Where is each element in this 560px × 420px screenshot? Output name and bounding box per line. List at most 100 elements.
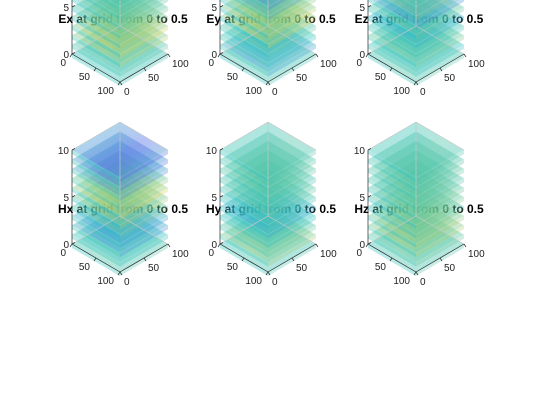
slice-edge-left (72, 206, 120, 239)
y-tick-mark (291, 67, 295, 72)
slice-edge-right (416, 25, 464, 58)
z-tick-mark (367, 242, 372, 245)
z-tick-label: 5 (63, 193, 69, 204)
slice-edge-right (268, 178, 316, 211)
slice-edge-left (368, 215, 416, 248)
x-tick-mark (217, 53, 221, 58)
x-tick-label: 0 (356, 58, 362, 69)
slice-edge-right (120, 187, 168, 220)
y-tick-label: 50 (296, 73, 308, 84)
y-tick-label: 50 (148, 73, 160, 84)
z-tick-label: 10 (206, 146, 218, 157)
slice-edge-right (120, 225, 168, 258)
x-tick-label: 50 (227, 262, 239, 273)
x-tick-mark (413, 81, 417, 86)
y-tick-label: 0 (124, 87, 130, 98)
box-edge (367, 121, 465, 151)
z-tick-mark (367, 5, 372, 8)
slice-edge-left (72, 159, 120, 192)
slice-edge-left (220, 187, 268, 220)
box-edge (367, 215, 465, 245)
slice-edge-right (268, 44, 316, 77)
slice-edge-right (268, 187, 316, 220)
slice-edge-right (416, 225, 464, 258)
x-tick-label: 0 (60, 248, 66, 259)
x-tick-mark (389, 257, 393, 262)
slice-edge-left (220, 168, 268, 201)
z-tick-label: 0 (211, 240, 217, 251)
slice-edge-left (220, 159, 268, 192)
y-tick-mark (291, 257, 295, 262)
slice-edge-right (120, 35, 168, 68)
slice-edge-right (268, 159, 316, 192)
slice-edge-right (416, 159, 464, 192)
y-tick-mark (143, 257, 147, 262)
slice-edge-left (72, 168, 120, 201)
y-tick-mark (415, 271, 419, 276)
slice-edge-left (368, 0, 416, 30)
z-tick-label: 0 (359, 240, 365, 251)
box-edge (219, 215, 317, 245)
slice-edge-right (268, 206, 316, 239)
z-tick-mark (367, 52, 372, 55)
box-edge (219, 121, 317, 151)
box-edge (71, 25, 169, 55)
x-tick-mark (69, 53, 73, 58)
slice-edge-right (416, 244, 464, 276)
slice-edge-left (413, 0, 416, 2)
y-tick-mark (315, 53, 319, 58)
z-tick-mark (219, 52, 224, 55)
y-tick-mark (143, 67, 147, 72)
z-tick-mark (71, 242, 76, 245)
slice-edge-left (72, 150, 120, 182)
slice-edge-right (268, 16, 316, 49)
slice-edge-left (368, 16, 416, 49)
x-tick-label: 100 (245, 276, 262, 287)
x-tick-mark (265, 81, 269, 86)
slice-edge-right (268, 35, 316, 68)
z-tick-mark (219, 5, 224, 8)
slice-edge-left (249, 0, 268, 11)
x-tick-mark (93, 67, 97, 72)
slice-edge-left (72, 234, 120, 267)
y-tick-label: 0 (272, 277, 278, 288)
slice-edge-right (416, 7, 464, 39)
slice-edge-left (72, 16, 120, 49)
x-tick-mark (241, 257, 245, 262)
slice-edge-right (416, 0, 451, 21)
slice-edge-left (368, 54, 416, 86)
slice-edge-left (220, 35, 268, 68)
slice-edge-left (368, 187, 416, 220)
slice-edge-right (120, 206, 168, 239)
slice-edge-left (72, 7, 120, 39)
slice-edge-left (220, 206, 268, 239)
slice-edge-left (220, 16, 268, 49)
z-tick-mark (71, 195, 76, 198)
y-tick-mark (267, 271, 271, 276)
slice-edge-right (120, 44, 168, 77)
y-tick-mark (463, 53, 467, 58)
slice-edge-right (268, 0, 316, 30)
x-tick-label: 100 (245, 86, 262, 97)
z-tick-label: 10 (354, 146, 366, 157)
z-tick-mark (219, 242, 224, 245)
slice-edge-right (416, 206, 464, 239)
slice-edge-right (416, 150, 464, 182)
x-tick-mark (389, 67, 393, 72)
y-tick-label: 50 (148, 263, 160, 274)
x-tick-mark (413, 271, 417, 276)
slice-edge-right (120, 244, 168, 276)
slice-edge-right (120, 215, 168, 248)
z-tick-label: 5 (211, 193, 217, 204)
y-tick-label: 0 (420, 277, 426, 288)
slice-edge-left (220, 215, 268, 248)
slice-edge-right (268, 215, 316, 248)
slice-edge-left (397, 0, 416, 11)
slice-edge-left (220, 225, 268, 258)
slice-edge-right (268, 150, 316, 182)
x-tick-label: 50 (79, 72, 91, 83)
slice-edge-left (368, 25, 416, 58)
